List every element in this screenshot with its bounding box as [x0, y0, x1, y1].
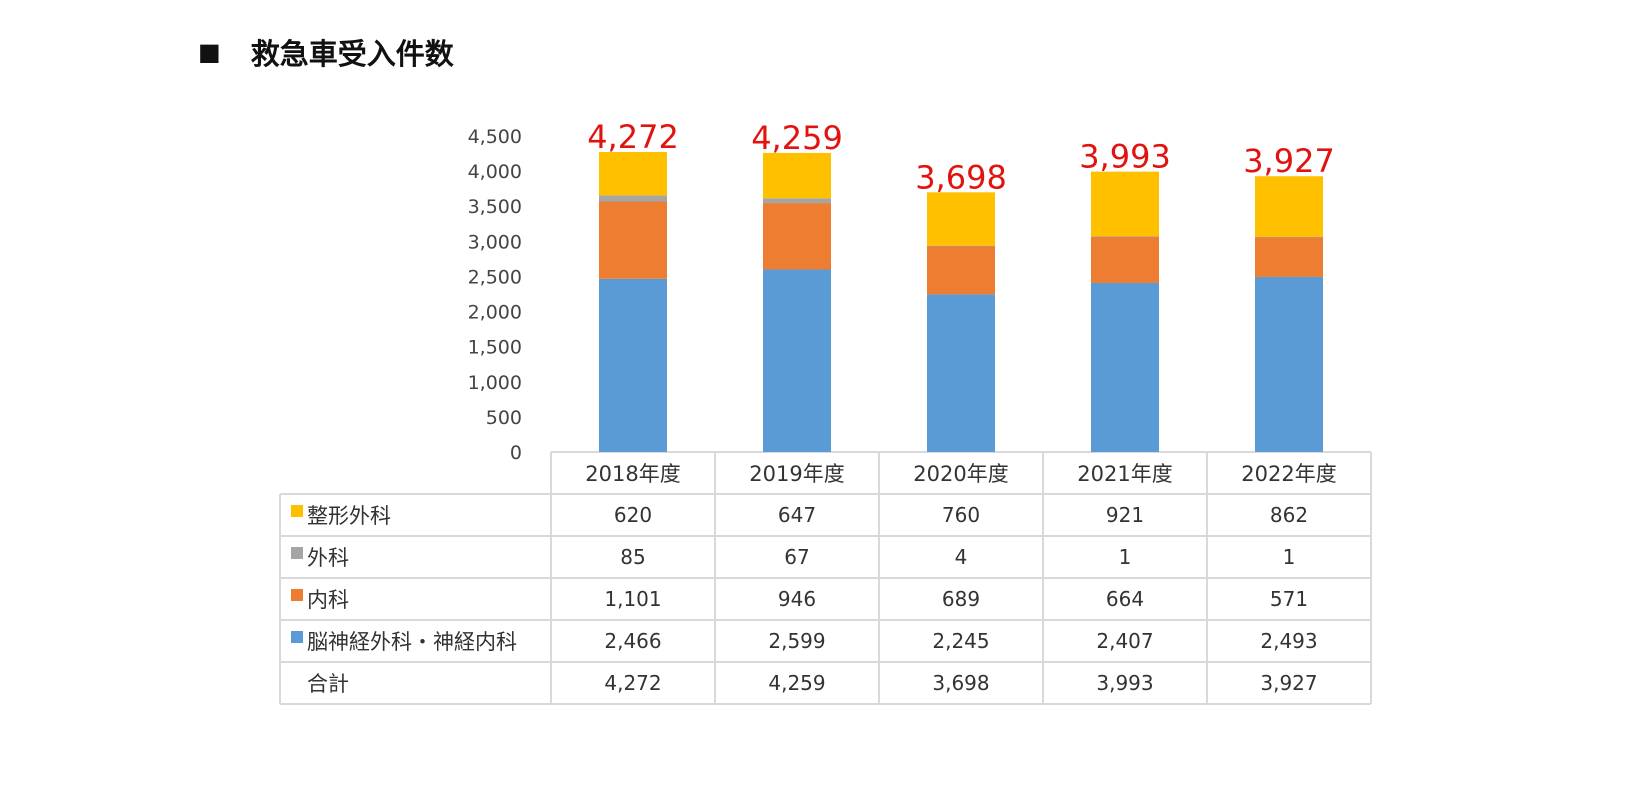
bar-segment	[927, 294, 995, 452]
bar-series-group	[599, 152, 1323, 452]
row-label: 整形外科	[307, 504, 391, 528]
table-cell: 862	[1270, 503, 1308, 527]
bar-segment	[927, 245, 995, 247]
table-cell: 85	[620, 545, 645, 569]
row-label: 脳神経外科・神経内科	[307, 630, 517, 654]
table-cell: 2,466	[604, 629, 661, 653]
table-cell: 67	[784, 545, 809, 569]
table-cell: 2,245	[932, 629, 989, 653]
y-tick-label: 0	[510, 442, 522, 464]
bar-segment	[1091, 236, 1159, 237]
y-tick-label: 2,500	[468, 266, 522, 288]
bar-segment	[599, 195, 667, 202]
total-data-label: 3,993	[1079, 138, 1171, 176]
total-data-label: 3,927	[1243, 142, 1335, 180]
table-cell: 647	[778, 503, 816, 527]
row-label: 外科	[307, 546, 349, 570]
bar-segment	[927, 245, 995, 295]
category-label: 2019年度	[749, 462, 844, 486]
table-cell: 664	[1106, 587, 1144, 611]
total-data-label: 3,698	[915, 158, 1007, 196]
y-tick-label: 2,000	[468, 302, 522, 324]
table-cell: 4,272	[604, 671, 661, 695]
bar-segment	[599, 201, 667, 279]
total-data-label: 4,259	[751, 119, 843, 157]
bar-segment	[763, 269, 831, 452]
bar-segment	[1091, 282, 1159, 452]
bar-segment	[1255, 276, 1323, 452]
bar-segment	[927, 192, 995, 246]
legend-swatch-icon	[291, 631, 303, 643]
y-tick-label: 3,000	[468, 231, 522, 253]
category-label: 2022年度	[1241, 462, 1336, 486]
bar-segment	[599, 278, 667, 452]
table-cell: 571	[1270, 587, 1308, 611]
table-cell: 2,599	[768, 629, 825, 653]
table-cell: 921	[1106, 503, 1144, 527]
table-cell: 2,493	[1260, 629, 1317, 653]
table-cell: 4,259	[768, 671, 825, 695]
row-label: 合計	[307, 672, 349, 696]
y-tick-label: 1,000	[468, 372, 522, 394]
category-label: 2020年度	[913, 462, 1008, 486]
bar-segment	[1091, 171, 1159, 237]
table-cell: 1	[1283, 545, 1296, 569]
category-label: 2018年度	[585, 462, 680, 486]
category-label: 2021年度	[1077, 462, 1172, 486]
legend-swatch-icon	[291, 589, 303, 601]
bar-segment	[763, 198, 831, 204]
bar-segment	[1255, 236, 1323, 277]
page-title-text: 救急車受入件数	[250, 37, 454, 71]
y-tick-label: 4,500	[468, 126, 522, 148]
bar-segment	[1255, 236, 1323, 238]
bar-segment	[763, 152, 831, 199]
table-cell: 4	[955, 545, 968, 569]
bar-segment	[1091, 236, 1159, 283]
title-bullet-icon: ■	[198, 38, 221, 66]
y-tick-label: 3,500	[468, 196, 522, 218]
table-cell: 3,698	[932, 671, 989, 695]
y-axis: 0 500 1,000 1,500 2,000 2,500 3,000 3,500 4,000 4…	[468, 126, 522, 464]
table-cell: 1	[1119, 545, 1132, 569]
total-labels: 4,272 4,259 3,698 3,993 3,927	[587, 118, 1335, 196]
page-title: ■ 救急車受入件数	[198, 30, 454, 74]
table-cell: 689	[942, 587, 980, 611]
table-cell: 1,101	[604, 587, 661, 611]
legend-swatch-icon	[291, 505, 303, 517]
data-table-grid	[279, 451, 1372, 705]
table-cell: 3,993	[1096, 671, 1153, 695]
bar-segment	[599, 152, 667, 196]
total-data-label: 4,272	[587, 118, 679, 156]
y-tick-label: 1,500	[468, 337, 522, 359]
table-cell: 946	[778, 587, 816, 611]
row-label: 内科	[307, 588, 349, 612]
table-cell: 2,407	[1096, 629, 1153, 653]
table-cell: 760	[942, 503, 980, 527]
y-tick-label: 4,000	[468, 161, 522, 183]
y-tick-label: 500	[486, 407, 522, 429]
bar-segment	[763, 203, 831, 270]
bar-segment	[1255, 176, 1323, 237]
table-cell: 3,927	[1260, 671, 1317, 695]
table-cell: 620	[614, 503, 652, 527]
legend-swatch-icon	[291, 547, 303, 559]
